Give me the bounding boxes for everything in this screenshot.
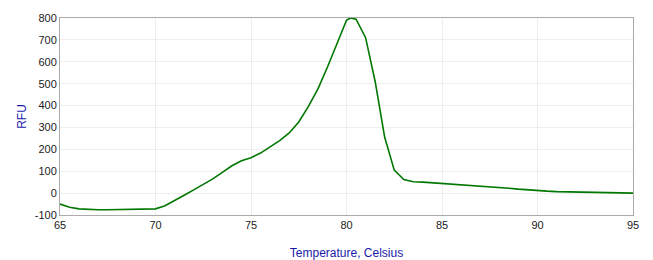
svg-text:300: 300 xyxy=(38,121,56,133)
svg-text:RFU: RFU xyxy=(15,104,29,129)
svg-text:600: 600 xyxy=(38,56,56,68)
svg-text:700: 700 xyxy=(38,34,56,46)
svg-text:80: 80 xyxy=(340,219,352,231)
svg-text:Temperature, Celsius: Temperature, Celsius xyxy=(290,246,403,260)
svg-text:65: 65 xyxy=(54,219,66,231)
svg-text:500: 500 xyxy=(38,78,56,90)
svg-text:0: 0 xyxy=(51,187,57,199)
svg-text:200: 200 xyxy=(38,143,56,155)
svg-text:70: 70 xyxy=(149,219,161,231)
svg-text:95: 95 xyxy=(627,219,639,231)
svg-text:90: 90 xyxy=(531,219,543,231)
svg-text:400: 400 xyxy=(38,99,56,111)
svg-text:800: 800 xyxy=(38,12,56,24)
svg-text:100: 100 xyxy=(38,165,56,177)
svg-text:-100: -100 xyxy=(35,209,57,221)
svg-text:75: 75 xyxy=(245,219,257,231)
svg-text:85: 85 xyxy=(436,219,448,231)
